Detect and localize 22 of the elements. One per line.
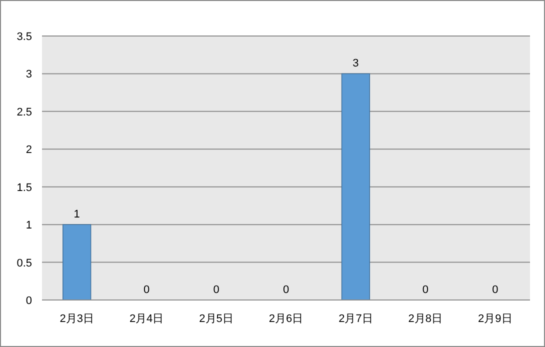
data-label: 0	[492, 284, 498, 296]
y-tick-label: 1.5	[16, 182, 32, 194]
x-tick-label: 2月9日	[478, 313, 512, 325]
x-tick-label: 2月3日	[60, 313, 94, 325]
data-label: 0	[422, 284, 428, 296]
data-label: 1	[74, 208, 80, 221]
x-tick-label: 2月7日	[338, 313, 373, 325]
data-label: 0	[144, 284, 150, 296]
y-tick-label: 2	[26, 144, 32, 156]
y-tick-label: 3	[26, 68, 32, 81]
x-tick-label: 2月5日	[199, 313, 234, 325]
y-tick-label: 1	[26, 220, 32, 232]
data-label: 0	[213, 284, 220, 296]
y-tick-label: 0.5	[16, 257, 32, 270]
data-label: 0	[282, 284, 290, 296]
x-tick-label: 2月6日	[268, 313, 304, 325]
x-tick-label: 2月8日	[408, 313, 443, 325]
data-label: 3	[352, 58, 359, 70]
x-tick-label: 2月4日	[129, 313, 164, 325]
y-tick-label: 0	[26, 295, 32, 307]
y-tick-label: 2.5	[16, 106, 32, 118]
y-tick-label: 3.5	[16, 31, 32, 43]
